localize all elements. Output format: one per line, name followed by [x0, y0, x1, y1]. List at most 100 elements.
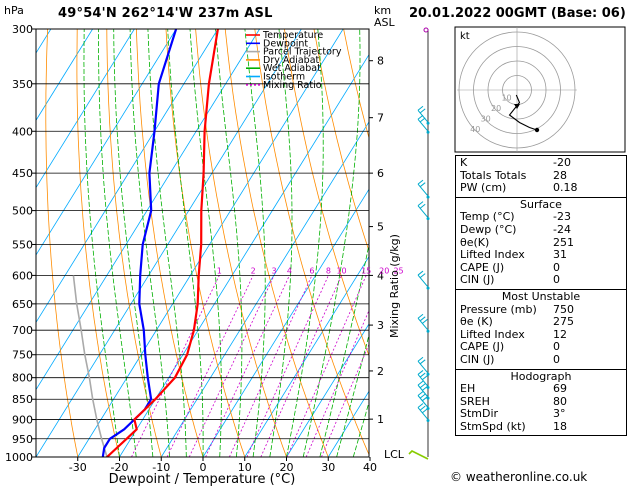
pressure-label: 350: [12, 78, 33, 91]
wet-adiabat-line: [167, 29, 204, 457]
wind-barb: [417, 356, 430, 376]
storm-motion-marker: [514, 104, 520, 109]
hodograph-ring-label: 20: [491, 104, 501, 113]
legend-label: Dry Adiabat: [263, 55, 320, 66]
hodograph-frame: [454, 26, 626, 153]
wind-barb: [417, 270, 430, 290]
temperature-label: -20: [111, 461, 129, 474]
hodograph-units: kt: [460, 31, 470, 42]
surface-row: Dewp (°C) -24: [456, 222, 626, 237]
mixing-ratio-value: 25: [393, 266, 403, 275]
pressure-label: 500: [12, 205, 33, 218]
pressure-label: 950: [12, 433, 33, 446]
mixing-ratio-line: [131, 275, 220, 457]
surface-value: -23: [553, 210, 571, 224]
temperature-label: -30: [69, 461, 87, 474]
pressure-label: 700: [12, 324, 33, 337]
hodo-key: StmDir: [460, 407, 499, 421]
pressure-label: 450: [12, 167, 33, 180]
wind-barb: [417, 380, 430, 400]
temperature-label: -10: [152, 461, 170, 474]
parcel-trajectory-line: [72, 275, 108, 457]
mixing-ratio-line: [260, 275, 342, 457]
index-row: PW (cm) 0.18: [456, 182, 626, 195]
hpa-label: hPa: [4, 4, 24, 17]
isotherm-line: [36, 29, 135, 189]
pressure-label: 400: [12, 125, 33, 138]
hodo-value: 18: [553, 419, 567, 433]
surface-row: CIN (J) 0: [456, 274, 626, 287]
hodo-row: StmDir 3°: [456, 408, 626, 421]
mixing-ratio-value: 1: [217, 266, 222, 275]
dewpoint-line: [101, 29, 178, 457]
km-tick-label: 6: [377, 167, 384, 180]
temperature-label: 20: [280, 461, 294, 474]
isotherm-line: [36, 29, 177, 256]
km-label-line-1: km: [374, 4, 391, 17]
surface-value: -24: [553, 222, 571, 236]
isotherm-line: [286, 323, 369, 457]
surface-key: CAPE (J): [460, 260, 505, 274]
hodo-key: SREH: [460, 394, 490, 408]
mixing-ratio-value: 20: [379, 266, 389, 275]
surface-row: Temp (°C) -23: [456, 211, 626, 224]
mixing-ratio-value: 15: [361, 266, 371, 275]
unstable-value: 750: [553, 302, 574, 316]
wet-adiabat-line: [113, 29, 154, 457]
surface-value: 31: [553, 248, 567, 262]
unstable-key: Pressure (mb): [460, 302, 537, 316]
isotherm-line: [160, 121, 369, 457]
hodograph-table: Hodograph EH 69 SREH 80 StmDir 3° StmSpd (kt) 18: [456, 370, 626, 436]
hodograph-ring-label: 10: [501, 93, 511, 102]
wind-barb: [417, 370, 430, 389]
temperature-label: 10: [238, 461, 252, 474]
copyright-footer: © weatheronline.co.uk: [450, 470, 588, 484]
surface-key: Lifted Index: [460, 248, 525, 262]
wind-barb: [417, 105, 430, 125]
pressure-label: 550: [12, 238, 33, 251]
wet-adiabat-line: [286, 29, 324, 457]
surface-row: θe(K) 251: [456, 236, 626, 250]
hodo-row: StmSpd (kt) 18: [456, 419, 626, 434]
temperature-line: [106, 29, 219, 457]
km-label: km ASL: [374, 4, 396, 29]
pressure-label: 1000: [5, 451, 33, 464]
wet-adiabat-line: [352, 400, 369, 457]
hodo-key: StmSpd (kt): [460, 419, 526, 433]
isotherm-line: [36, 29, 260, 391]
dry-adiabat-line: [76, 29, 120, 457]
mixing-ratio-value: 3: [272, 266, 277, 275]
index-value: 0.18: [553, 181, 578, 195]
pressure-label: 800: [12, 372, 33, 385]
valid-time: 20.01.2022 00GMT (Base: 06): [409, 6, 626, 21]
wind-barb: [417, 114, 430, 134]
isotherm-line: [77, 29, 344, 457]
index-key: Totals Totals: [460, 168, 527, 182]
unstable-key: CIN (J): [460, 352, 495, 366]
mixing-ratio-label: Mixing Ratio (g/kg): [388, 234, 401, 338]
hodo-value: 3°: [553, 407, 566, 421]
mixing-ratio-line: [246, 275, 329, 457]
pressure-label: 900: [12, 414, 33, 427]
index-key: PW (cm): [460, 181, 507, 195]
hodo-value: 80: [553, 394, 567, 408]
unstable-row: θe (K) 275: [456, 316, 626, 329]
isotherm-line: [0, 29, 9, 457]
isotherm-line: [244, 255, 369, 457]
index-row: K -20: [456, 156, 626, 170]
legend-label: Parcel Trajectory: [263, 47, 342, 58]
surface-value: 0: [553, 260, 560, 274]
mixing-ratio-value: 6: [309, 266, 314, 275]
km-tick-label: 3: [377, 319, 384, 332]
mixing-ratio-value: 8: [326, 266, 331, 275]
km-tick-label: 7: [377, 112, 384, 125]
wet-adiabat-line: [336, 333, 369, 457]
legend-label: Dewpoint: [263, 38, 308, 49]
legend-label: Wet Adiabat: [263, 63, 321, 74]
isotherm-line: [36, 29, 93, 122]
pressure-label: 850: [12, 393, 33, 406]
surface-wind-barb: [408, 450, 429, 460]
unstable-key: θe (K): [460, 315, 493, 329]
